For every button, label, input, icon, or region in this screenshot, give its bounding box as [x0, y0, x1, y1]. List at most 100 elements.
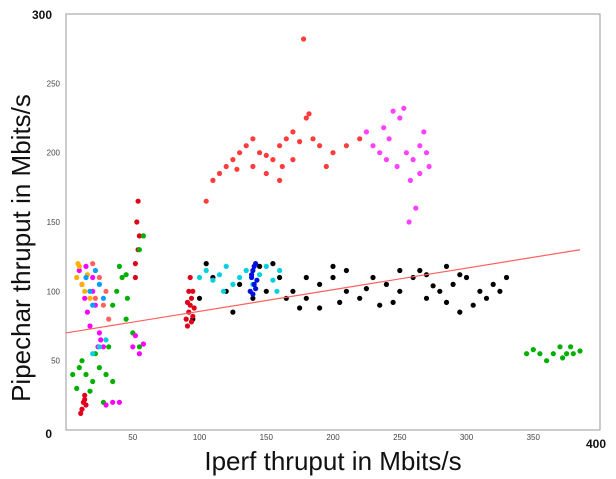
trendline-segment: [65, 249, 581, 334]
data-point: [70, 371, 76, 378]
data-point: [383, 157, 389, 163]
data-point: [187, 274, 193, 281]
data-point: [270, 277, 276, 283]
data-point: [370, 143, 376, 149]
data-point: [132, 261, 138, 267]
data-point: [417, 170, 423, 177]
y-axis-label: Pipechar thruput in Mbits/s: [6, 94, 36, 402]
data-point: [106, 316, 112, 322]
data-point: [450, 281, 456, 287]
data-point: [483, 295, 490, 301]
data-point: [417, 267, 423, 274]
data-point: [279, 163, 285, 170]
data-point: [263, 152, 269, 158]
data-point: [337, 299, 343, 305]
data-point: [477, 288, 483, 294]
data-point: [230, 309, 236, 315]
tick-labels: 50 100 150 200 250 300 350 400 0 50 100 150 200 250 30…: [32, 8, 606, 451]
data-point: [490, 281, 496, 287]
data-point: [270, 261, 276, 267]
data-point: [323, 163, 329, 170]
data-point: [377, 150, 383, 156]
data-point: [564, 351, 570, 357]
x-tick-label: 300: [460, 433, 474, 442]
data-point: [570, 351, 576, 357]
data-point: [301, 36, 307, 42]
data-point: [79, 281, 85, 287]
data-point: [210, 277, 216, 283]
data-point: [223, 163, 229, 170]
data-point: [135, 198, 141, 204]
data-point: [188, 319, 195, 325]
data-point: [243, 267, 249, 274]
data-point: [330, 150, 336, 156]
data-point: [184, 299, 191, 305]
data-point: [75, 261, 81, 267]
data-point: [277, 267, 283, 274]
data-point: [443, 299, 450, 305]
data-point: [74, 274, 80, 281]
data-point: [124, 295, 130, 301]
data-point: [303, 295, 309, 301]
data-point: [184, 323, 191, 329]
data-point: [250, 267, 256, 274]
data-point: [363, 129, 369, 135]
data-point: [381, 125, 387, 131]
data-point: [249, 272, 255, 278]
data-point: [237, 150, 243, 156]
data-point: [103, 402, 109, 408]
data-point: [457, 309, 463, 315]
data-point: [263, 263, 269, 269]
data-point: [470, 302, 476, 308]
data-point: [357, 136, 363, 142]
data-point: [136, 233, 142, 239]
data-point: [377, 302, 383, 308]
data-point: [203, 261, 209, 267]
data-point: [82, 392, 88, 398]
data-point: [87, 295, 93, 301]
data-point: [96, 274, 102, 281]
data-point: [250, 163, 256, 170]
data-point: [136, 351, 142, 357]
data-point: [270, 157, 276, 163]
data-point: [257, 150, 263, 156]
data-point: [96, 344, 102, 350]
data-point: [76, 267, 82, 274]
data-point: [253, 286, 259, 292]
data-point: [503, 274, 510, 281]
y-tick-label: 0: [45, 427, 52, 441]
data-point: [426, 163, 432, 170]
data-point: [557, 344, 563, 350]
data-point: [186, 288, 192, 294]
data-point: [330, 274, 336, 281]
data-point: [110, 378, 116, 385]
data-point: [390, 299, 396, 305]
y-tick-label: 100: [47, 287, 61, 296]
data-point: [430, 283, 436, 289]
x-tick-label: 200: [326, 433, 340, 442]
data-point: [196, 295, 203, 301]
data-point: [386, 136, 392, 142]
data-point: [343, 288, 349, 294]
data-point: [390, 108, 396, 114]
data-point: [257, 263, 263, 269]
data-point: [82, 288, 88, 294]
data-point: [343, 267, 349, 274]
data-point: [524, 351, 530, 357]
data-point: [100, 344, 106, 350]
data-point: [277, 177, 283, 183]
data-point: [220, 288, 227, 294]
data-point: [140, 341, 146, 347]
data-point: [363, 286, 369, 292]
data-point: [437, 288, 443, 294]
data-point: [119, 274, 125, 281]
data-point: [83, 402, 89, 408]
data-point: [123, 272, 129, 278]
y-tick-label: 300: [32, 8, 52, 22]
data-point: [116, 399, 122, 405]
data-point: [132, 333, 138, 339]
data-point: [413, 205, 419, 211]
data-point: [82, 295, 88, 301]
y-tick-label: 150: [47, 218, 61, 227]
